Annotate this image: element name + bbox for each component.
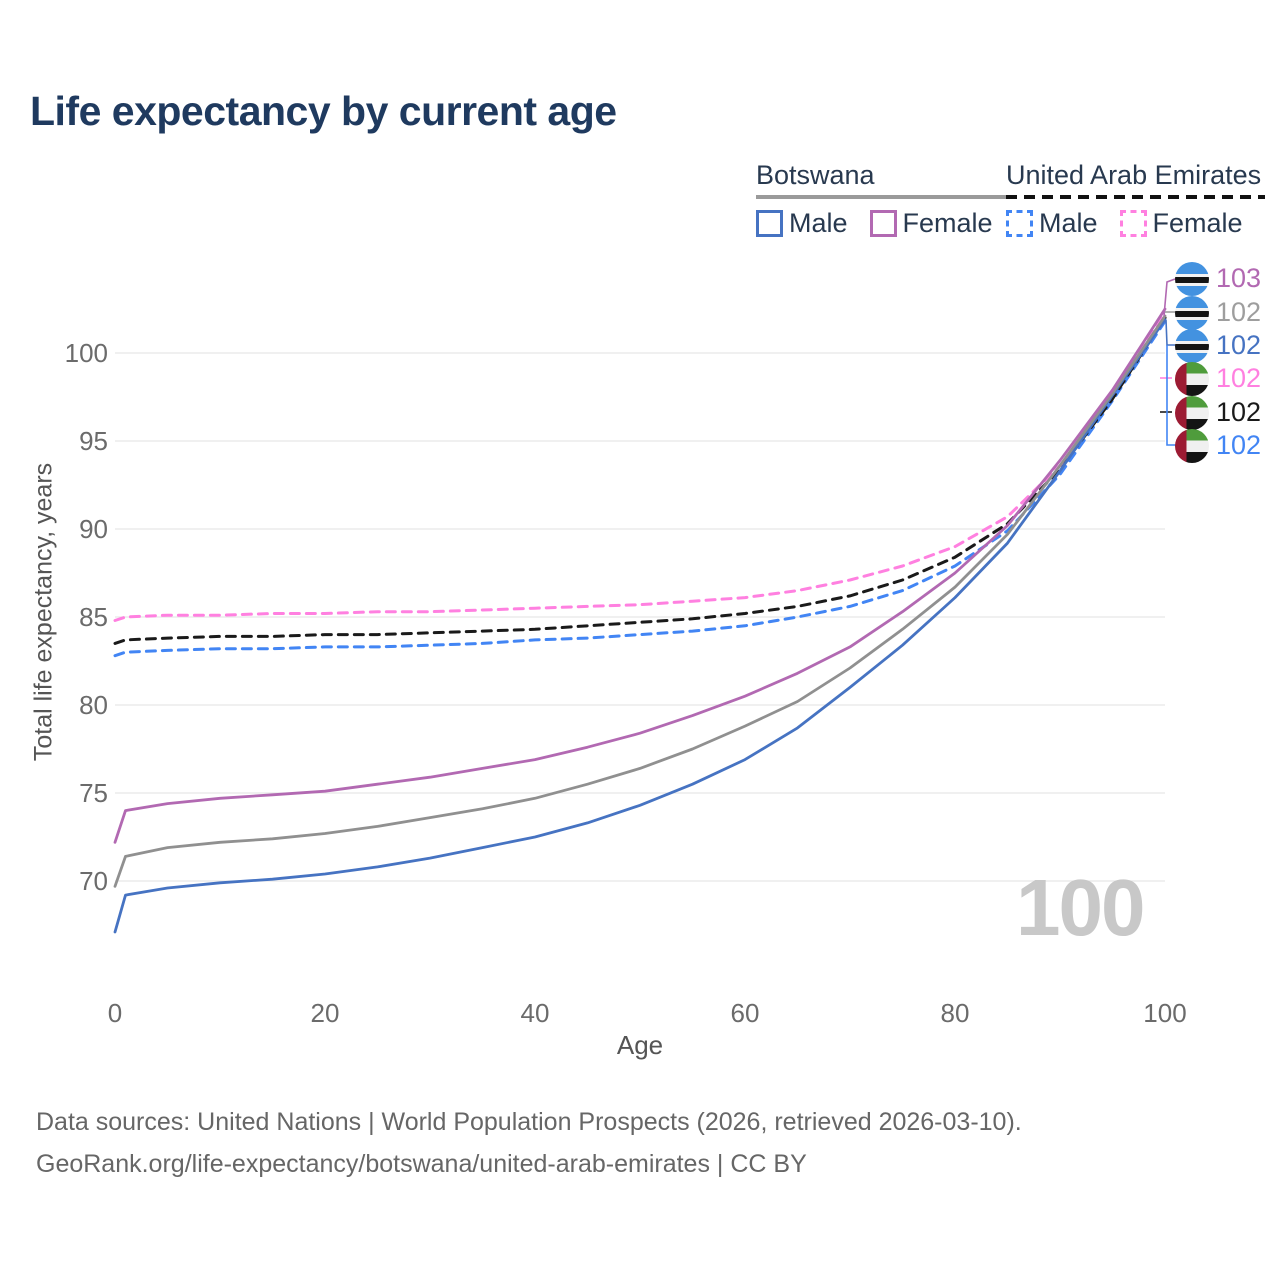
x-tick-label: 0 — [108, 998, 122, 1028]
data-sources-note: Data sources: United Nations | World Pop… — [36, 1108, 1022, 1136]
y-tick-label: 75 — [79, 778, 108, 808]
series-line-united-arab-emirates-male — [113, 319, 1167, 658]
legend-item-uae-male[interactable]: Male — [1006, 208, 1098, 239]
botswana-flag-icon — [1175, 295, 1209, 330]
end-label-value: 102 — [1216, 363, 1262, 393]
y-tick-label: 80 — [79, 690, 108, 720]
end-label-row: 102 — [1175, 428, 1261, 463]
legend-label-uae-male: Male — [1039, 208, 1098, 238]
page-title: Life expectancy by current age — [30, 88, 617, 134]
end-label-row: 102 — [1175, 395, 1261, 430]
botswana-solid-line-sample — [756, 195, 1015, 199]
end-label-value: 102 — [1216, 297, 1262, 327]
legend-item-botswana-male[interactable]: Male — [756, 208, 848, 239]
y-axis-title: Total life expectancy, years — [29, 462, 58, 762]
x-tick-label: 60 — [731, 998, 760, 1028]
legend-item-botswana-female[interactable]: Female — [869, 208, 993, 239]
uae-male-swatch-icon — [1006, 210, 1033, 237]
series-line-botswana-male — [113, 318, 1167, 934]
series-line-botswana-both-sexes — [113, 314, 1167, 888]
attribution-note: GeoRank.org/life-expectancy/botswana/uni… — [36, 1150, 807, 1178]
legend-country-botswana: Botswana — [756, 160, 875, 190]
end-label-value: 103 — [1216, 263, 1262, 293]
y-tick-label: 95 — [79, 426, 108, 456]
botswana-female-swatch-icon — [869, 210, 897, 237]
uae-flag-icon — [1175, 395, 1209, 430]
botswana-male-swatch-icon — [756, 210, 783, 237]
botswana-flag-icon — [1175, 328, 1209, 363]
y-tick-label: 85 — [79, 602, 108, 632]
end-label-row: 102 — [1175, 295, 1261, 330]
end-label-row: 102 — [1175, 328, 1261, 363]
legend-country-uae: United Arab Emirates — [1006, 160, 1262, 190]
leader-line — [1165, 319, 1175, 346]
end-label-value: 102 — [1216, 330, 1262, 360]
y-tick-label: 70 — [79, 866, 108, 896]
x-axis-title: Age — [616, 1030, 664, 1060]
end-label-value: 102 — [1216, 397, 1262, 427]
legend-group-uae: United Arab Emirates Male Female — [1006, 160, 1265, 239]
leader-line — [1163, 278, 1176, 317]
legend-label-uae-female: Female — [1152, 208, 1243, 238]
series-line-botswana-female — [113, 307, 1167, 844]
y-tick-label: 100 — [65, 338, 108, 368]
legend-label-botswana-female: Female — [902, 208, 993, 238]
y-tick-label: 90 — [79, 514, 108, 544]
legend-label-botswana-male: Male — [789, 208, 848, 238]
end-label-row: 102 — [1175, 361, 1261, 396]
series-line-united-arab-emirates-female — [113, 311, 1167, 622]
x-tick-label: 40 — [521, 998, 550, 1028]
end-label-row: 103 — [1175, 261, 1261, 296]
uae-flag-icon — [1175, 428, 1209, 463]
uae-dashed-line-sample — [1006, 195, 1265, 199]
uae-flag-icon — [1175, 361, 1209, 396]
x-tick-label: 80 — [941, 998, 970, 1028]
age-watermark: 100 — [1016, 863, 1145, 952]
series-line-united-arab-emirates-both-sexes — [113, 316, 1167, 645]
leader-line — [1166, 345, 1176, 446]
x-tick-label: 20 — [311, 998, 340, 1028]
end-label-value: 102 — [1216, 430, 1262, 460]
botswana-flag-icon — [1175, 261, 1209, 296]
legend-item-uae-female[interactable]: Female — [1119, 208, 1243, 239]
legend-group-botswana: Botswana Male Female — [756, 160, 1015, 239]
uae-female-swatch-icon — [1119, 210, 1147, 237]
x-tick-label: 100 — [1143, 998, 1186, 1028]
